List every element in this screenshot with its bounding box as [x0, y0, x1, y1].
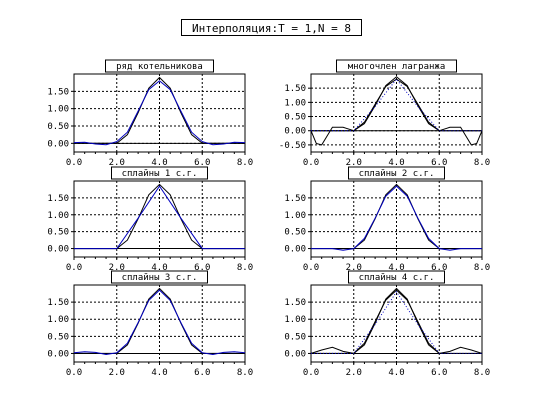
- x-tick-label: 8.0: [474, 263, 490, 273]
- y-tick-label: 1.50: [284, 84, 306, 94]
- panel-title-box: [111, 270, 208, 284]
- plot-frame: [310, 73, 483, 153]
- y-tick-label: 0.50: [284, 228, 306, 238]
- y-tick-label: 1.00: [284, 315, 306, 325]
- panel-title-box: [336, 59, 457, 73]
- panel-title: сплайны 4 с.г.: [359, 273, 435, 283]
- y-tick-label: 1.50: [284, 298, 306, 308]
- x-tick-label: 2.0: [346, 368, 362, 378]
- x-tick-label: 2.0: [109, 158, 125, 168]
- series-dotted-line: [311, 290, 482, 354]
- x-tick-label: 6.0: [431, 263, 447, 273]
- x-tick-label: 8.0: [237, 368, 253, 378]
- panel-title: сплайны 2 с.г.: [359, 169, 435, 179]
- x-tick-label: 6.0: [194, 368, 210, 378]
- x-tick-label: 6.0: [194, 158, 210, 168]
- series-interpolated-line: [74, 80, 245, 146]
- series-original-line: [311, 287, 482, 354]
- x-tick-label: 4.0: [388, 368, 404, 378]
- chart-panel-spline1: 0.0 2.0 4.0 6.0 8.0 0.00 0.50 1.00 1.50 сплайны 1…: [47, 166, 253, 273]
- series-interpolated-line: [74, 289, 245, 356]
- x-tick-label: 2.0: [109, 263, 125, 273]
- y-tick-label: 1.50: [47, 87, 69, 97]
- series-interpolated-line: [74, 185, 245, 250]
- x-tick-label: 2.0: [109, 368, 125, 378]
- y-tick-label: 1.00: [284, 98, 306, 108]
- x-tick-label: 2.0: [346, 158, 362, 168]
- y-tick-label: -0.50: [279, 141, 306, 151]
- y-tick-label: 0.50: [284, 332, 306, 342]
- x-tick-label: 8.0: [237, 263, 253, 273]
- y-tick-label: 0.50: [47, 332, 69, 342]
- x-tick-label: 4.0: [388, 158, 404, 168]
- chart-panel-spline3: 0.0 2.0 4.0 6.0 8.0 0.00 0.50 1.00 1.50 сплайны 3…: [47, 270, 253, 378]
- y-tick-label: 0.00: [284, 349, 306, 359]
- chart-panel-kotelnikov: 0.0 2.0 4.0 6.0 8.0 0.00 0.50 1.00 1.50 ряд котел…: [47, 59, 253, 168]
- y-tick-label: 1.00: [47, 105, 69, 115]
- y-tick-label: 1.50: [47, 298, 69, 308]
- series-interpolated-line: [311, 185, 482, 251]
- series-interpolated-line: [311, 289, 482, 354]
- panel-title: сплайны 3 с.г.: [122, 273, 198, 283]
- x-tick-label: 2.0: [346, 263, 362, 273]
- panel-title-box: [105, 59, 214, 73]
- x-tick-label: 4.0: [151, 368, 167, 378]
- y-tick-label: 0.00: [284, 127, 306, 137]
- chart-panel-spline4: 0.0 2.0 4.0 6.0 8.0 0.00 0.50 1.00 1.50 сплайны 4…: [284, 270, 490, 378]
- x-tick-label: 0.0: [303, 263, 319, 273]
- series-original-line: [74, 76, 245, 144]
- x-tick-label: 4.0: [151, 158, 167, 168]
- y-tick-label: 0.00: [47, 349, 69, 359]
- series-original-line: [311, 76, 482, 132]
- y-tick-label: 0.00: [47, 139, 69, 149]
- panel-title-box: [348, 270, 445, 284]
- y-tick-label: 0.00: [47, 245, 69, 255]
- x-tick-label: 6.0: [194, 263, 210, 273]
- x-tick-label: 4.0: [151, 263, 167, 273]
- chart-panel-spline2: 0.0 2.0 4.0 6.0 8.0 0.00 0.50 1.00 1.50 сплайны 2…: [284, 166, 490, 273]
- y-tick-label: 0.00: [284, 245, 306, 255]
- x-tick-label: 0.0: [66, 263, 82, 273]
- y-tick-label: 1.00: [284, 211, 306, 221]
- x-tick-label: 0.0: [303, 368, 319, 378]
- y-tick-label: 1.50: [47, 194, 69, 204]
- main-title: Интерполяция:T = 1,N = 8: [181, 19, 362, 36]
- panel-title: ряд котельникова: [116, 62, 203, 72]
- x-tick-label: 8.0: [474, 368, 490, 378]
- y-tick-label: 1.00: [47, 211, 69, 221]
- panel-title-box: [348, 166, 445, 180]
- x-tick-label: 0.0: [303, 158, 319, 168]
- panel-title: сплайны 1 с.г.: [122, 169, 198, 179]
- x-tick-label: 6.0: [431, 158, 447, 168]
- y-tick-label: 1.50: [284, 194, 306, 204]
- x-tick-label: 4.0: [388, 263, 404, 273]
- panel-title: многочлен лагранжа: [348, 62, 446, 72]
- series-interpolated-line: [311, 78, 482, 146]
- chart-panel-lagrange: 0.0 2.0 4.0 6.0 8.0 -0.50 0.00 0.50 1.00 1.50 мног…: [279, 59, 490, 168]
- y-tick-label: 0.50: [47, 228, 69, 238]
- series-original-line: [311, 183, 482, 250]
- x-tick-label: 8.0: [474, 158, 490, 168]
- x-tick-label: 6.0: [431, 368, 447, 378]
- plot-frame: [73, 73, 246, 153]
- x-tick-label: 0.0: [66, 368, 82, 378]
- panel-title-box: [111, 166, 208, 180]
- x-tick-label: 8.0: [237, 158, 253, 168]
- x-tick-label: 0.0: [66, 158, 82, 168]
- y-tick-label: 0.50: [47, 122, 69, 132]
- y-tick-label: 0.50: [284, 113, 306, 123]
- y-tick-label: 1.00: [47, 315, 69, 325]
